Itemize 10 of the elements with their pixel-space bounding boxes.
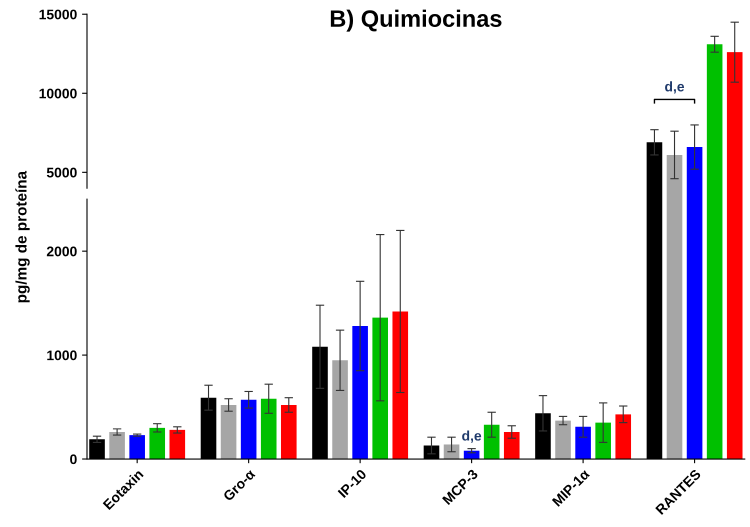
y-axis-title: pg/mg de proteína: [15, 170, 30, 302]
chart-title: B) Quimiocinas: [330, 10, 502, 32]
y-tick-label: 2000: [46, 246, 77, 256]
y-tick-label: 1000: [47, 350, 77, 360]
y-tick-label: 5000: [46, 168, 77, 178]
y-tick-label: 10000: [40, 88, 77, 98]
annotation: d,e: [665, 81, 684, 94]
y-tick-label: 0: [70, 454, 77, 464]
annotation: d,e: [462, 430, 482, 443]
y-tick-label: 15000: [40, 10, 77, 20]
